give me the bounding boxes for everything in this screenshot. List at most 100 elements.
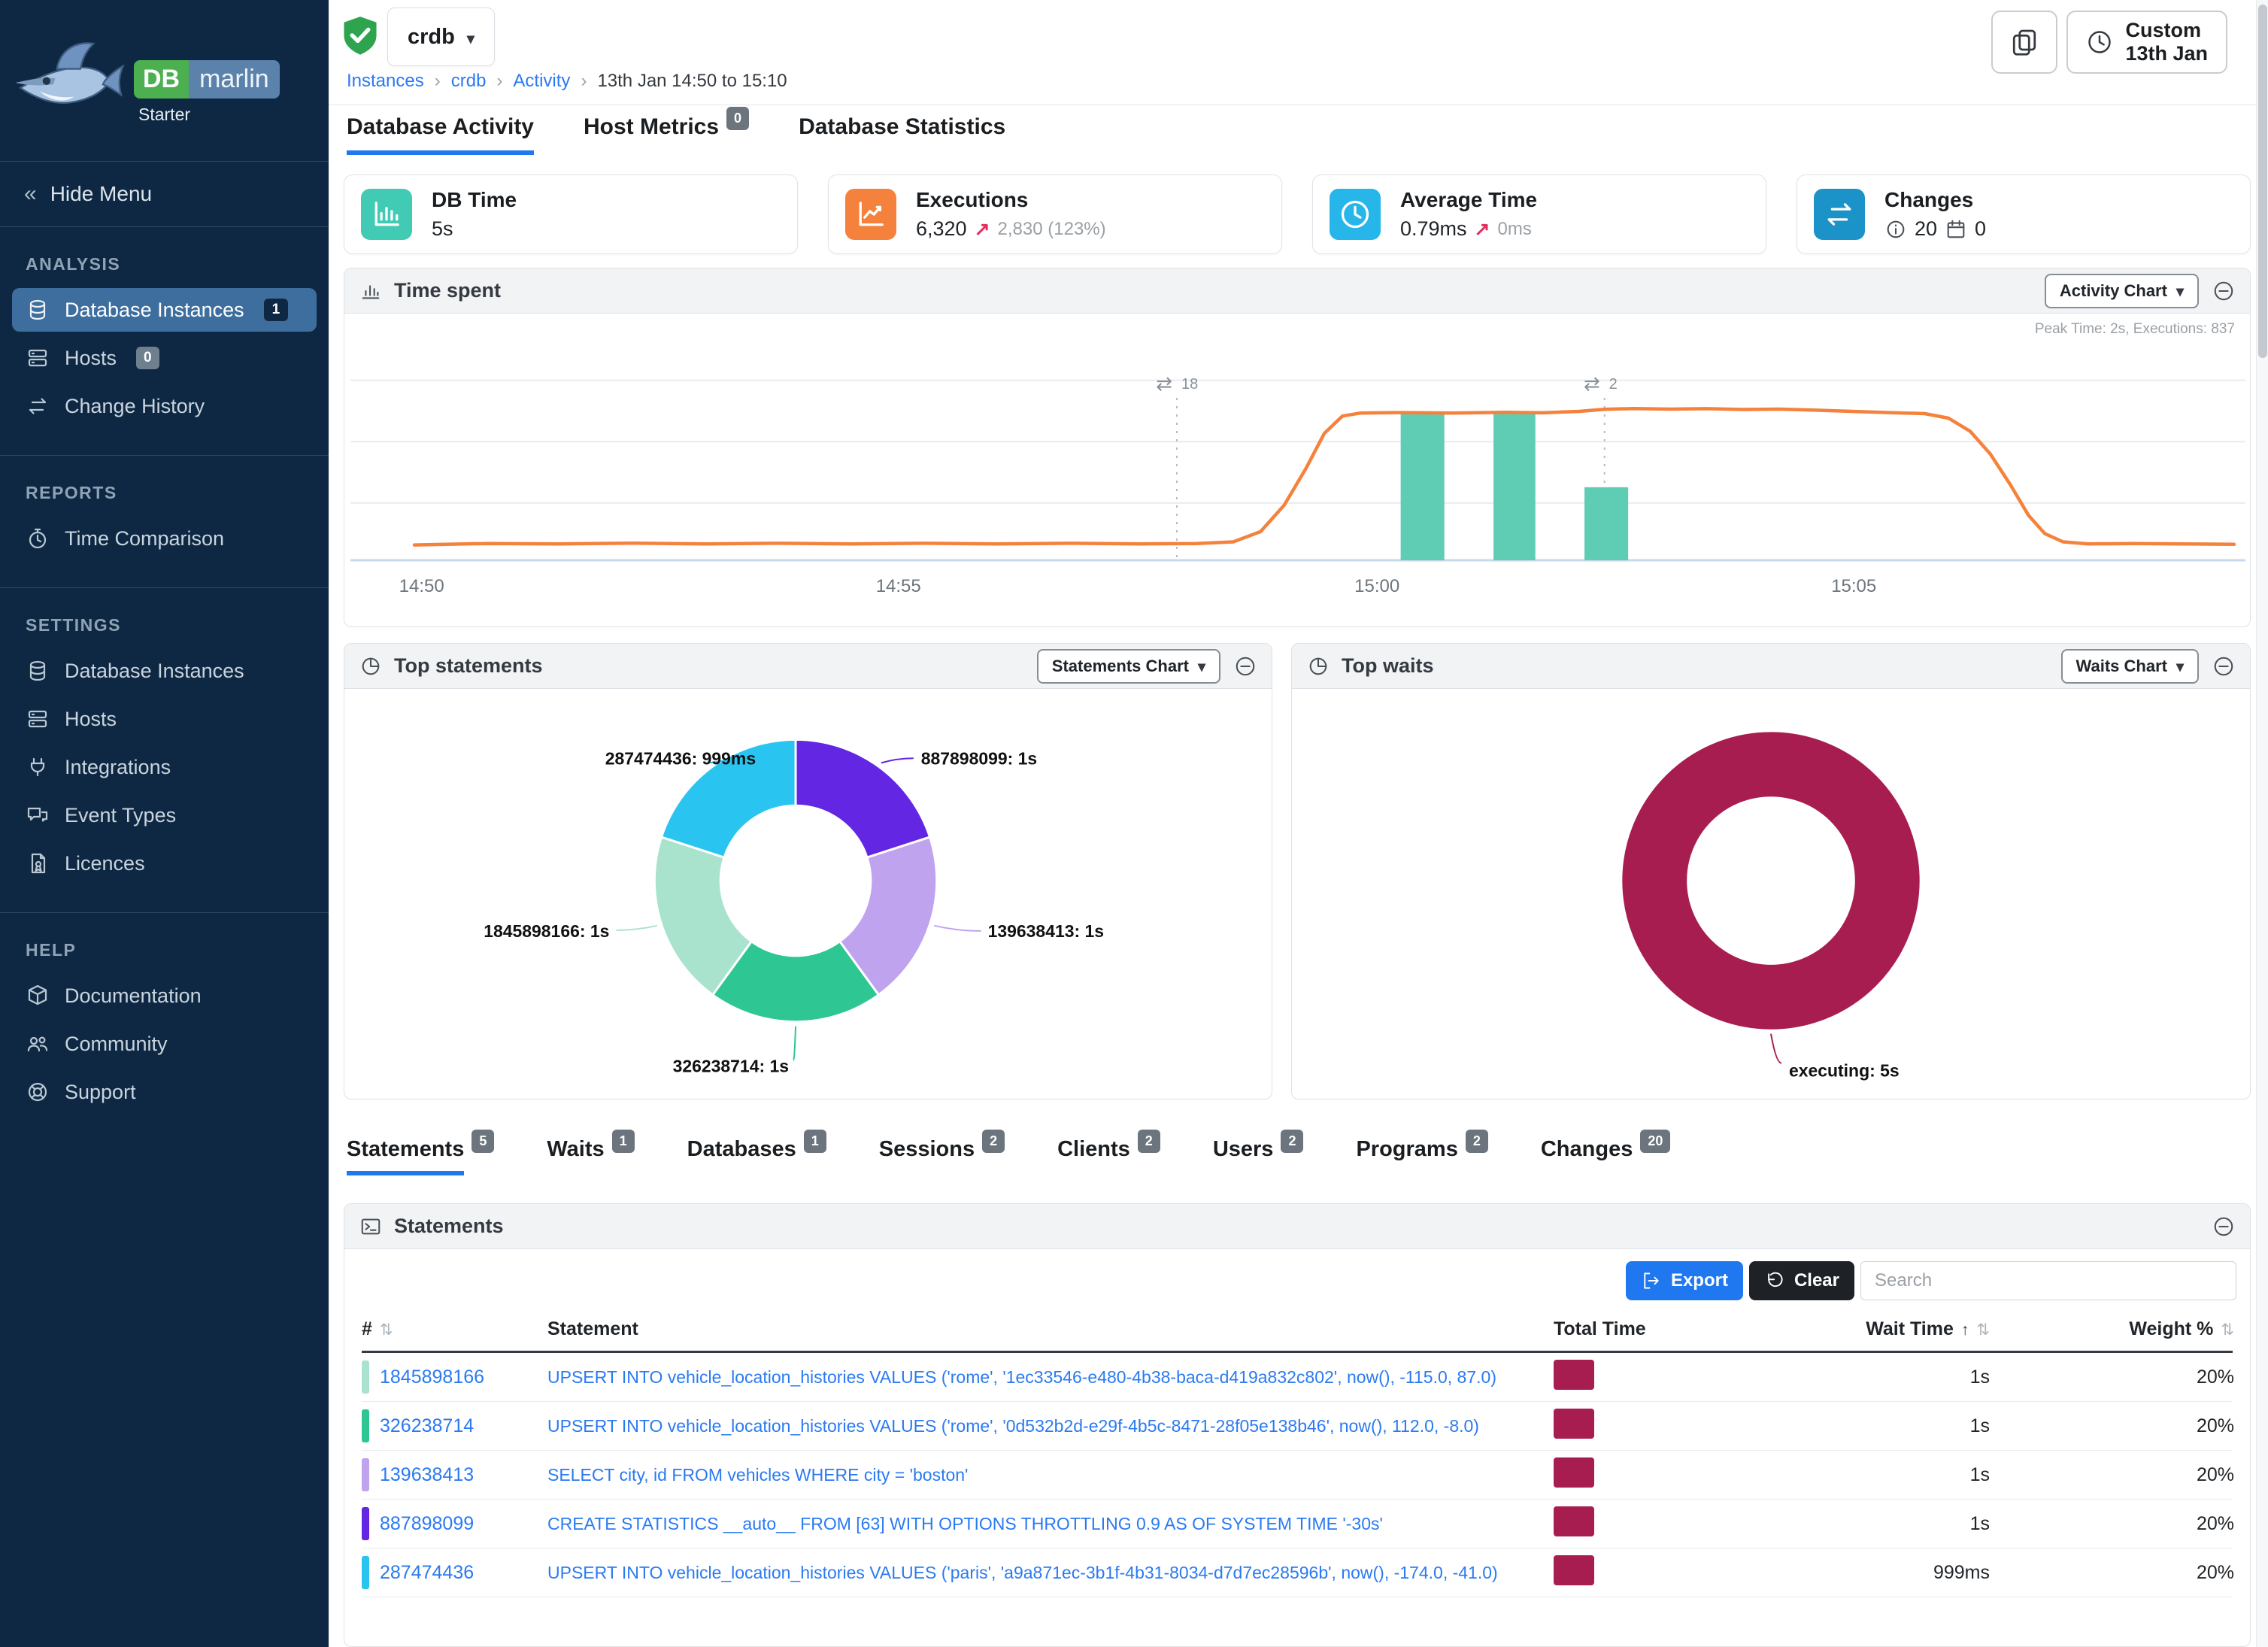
collapse-panel-icon[interactable]	[2212, 655, 2235, 678]
tab-count-badge: 2	[1465, 1130, 1488, 1153]
logo-db-badge: DB	[134, 60, 190, 99]
detail-tab-users[interactable]: Users 2	[1213, 1130, 1304, 1175]
trend-up-icon: ↗	[974, 218, 990, 240]
collapse-panel-icon[interactable]	[2212, 280, 2235, 302]
statements-table-panel: Statements Export	[344, 1203, 2251, 1647]
line-chart-icon	[845, 189, 896, 240]
sidebar-item-database-instances[interactable]: Database Instances 1	[12, 288, 317, 332]
sidebar-item-event-types[interactable]: Event Types	[12, 793, 317, 837]
statement-link[interactable]: UPSERT INTO vehicle_location_histories V…	[547, 1366, 1496, 1387]
statement-id-link[interactable]: 887898099	[380, 1512, 475, 1534]
kpi-body: DB Time 5s	[432, 188, 517, 241]
kpi-value: 20 0	[1884, 217, 1986, 241]
statement-id-link[interactable]: 139638413	[380, 1463, 475, 1485]
detail-tab-databases[interactable]: Databases 1	[687, 1130, 826, 1175]
sidebar-item-change-history[interactable]: Change History	[12, 384, 317, 428]
kpi-value: 6,320 ↗ 2,830 (123%)	[916, 217, 1106, 241]
top-waits-title: Top waits	[1342, 654, 1434, 677]
executions-bar[interactable]	[1493, 411, 1536, 560]
total-time-cell	[1554, 1554, 1839, 1591]
column-header-wait-time[interactable]: Wait Time ↑ ⇅	[1839, 1318, 1990, 1340]
collapse-panel-icon[interactable]	[2212, 1215, 2235, 1238]
donut-segment[interactable]	[794, 738, 932, 860]
instance-selector[interactable]: crdb	[387, 8, 495, 66]
donut-segment[interactable]	[653, 836, 753, 996]
copy-link-button[interactable]	[1991, 11, 2058, 74]
activity-chart-selector[interactable]: Activity Chart	[2044, 273, 2199, 308]
events-count: 0	[1975, 217, 1987, 240]
statement-id-link[interactable]: 287474436	[380, 1561, 475, 1583]
change-marker-count: 18	[1181, 376, 1198, 393]
total-time-bar	[1554, 1506, 1594, 1536]
statement-link[interactable]: CREATE STATISTICS __auto__ FROM [63] WIT…	[547, 1513, 1383, 1533]
licence-icon	[26, 851, 50, 875]
sidebar-item-database-instances[interactable]: Database Instances	[12, 649, 317, 693]
executions-bar[interactable]	[1400, 411, 1445, 560]
detail-tab-sessions[interactable]: Sessions 2	[879, 1130, 1005, 1175]
kpi-delta: 2,830 (123%)	[997, 218, 1106, 239]
donut-segment[interactable]	[1622, 732, 1920, 1030]
statement-link[interactable]: UPSERT INTO vehicle_location_histories V…	[547, 1415, 1479, 1436]
clear-button[interactable]: Clear	[1748, 1261, 1854, 1300]
executions-bar[interactable]	[1584, 487, 1629, 560]
column-header-weight-[interactable]: Weight % ⇅	[1990, 1318, 2234, 1340]
statement-id-link[interactable]: 1845898166	[380, 1366, 485, 1388]
export-button[interactable]: Export	[1625, 1261, 1743, 1300]
kpi-title: Average Time	[1400, 188, 1538, 211]
sidebar-section-label: REPORTS	[26, 483, 117, 502]
breadcrumb-link[interactable]: Activity	[513, 71, 571, 91]
donut-segment[interactable]	[711, 939, 881, 1024]
time-range-button[interactable]: Custom 13th Jan	[2066, 11, 2227, 74]
statement-id-cell: 287474436	[362, 1556, 547, 1589]
sidebar-item-hosts[interactable]: Hosts	[12, 697, 317, 741]
statement-link[interactable]: SELECT city, id FROM vehicles WHERE city…	[547, 1464, 969, 1485]
tab-host-metrics[interactable]: Host Metrics 0	[584, 107, 750, 155]
breadcrumb-link[interactable]: crdb	[450, 71, 487, 91]
bar-chart-icon	[359, 280, 382, 302]
kpi-title: DB Time	[432, 188, 517, 211]
statements-panel-title: Statements	[394, 1215, 504, 1237]
sidebar-item-time-comparison[interactable]: Time Comparison	[12, 517, 317, 560]
statement-color-bar	[362, 1507, 369, 1540]
section-divider	[0, 587, 329, 588]
weight-cell: 20%	[2196, 1512, 2234, 1534]
sidebar-item-support[interactable]: Support	[12, 1070, 317, 1114]
scrollbar-thumb[interactable]	[2258, 5, 2267, 358]
wait-time-cell: 1s	[1969, 1463, 1990, 1485]
sidebar-item-hosts[interactable]: Hosts 0	[12, 336, 317, 380]
detail-tab-waits[interactable]: Waits 1	[547, 1130, 635, 1175]
statements-chart-selector[interactable]: Statements Chart	[1036, 648, 1220, 684]
waits-chart-selector[interactable]: Waits Chart	[2060, 648, 2199, 684]
stopwatch-icon	[26, 526, 50, 551]
column-header--[interactable]: # ⇅	[362, 1318, 547, 1340]
column-label: #	[362, 1318, 372, 1339]
statement-id-link[interactable]: 326238714	[380, 1415, 475, 1436]
detail-tab-statements[interactable]: Statements 5	[347, 1130, 495, 1175]
detail-tab-changes[interactable]: Changes 20	[1540, 1130, 1671, 1175]
donut-label: 287474436: 999ms	[605, 748, 756, 768]
change-marker-icon[interactable]: ⇄	[1584, 373, 1600, 396]
search-input[interactable]	[1860, 1261, 2236, 1300]
tab-label: Changes	[1540, 1137, 1633, 1161]
tab-database-statistics[interactable]: Database Statistics	[799, 114, 1005, 155]
sidebar-item-community[interactable]: Community	[12, 1022, 317, 1066]
statement-link[interactable]: UPSERT INTO vehicle_location_histories V…	[547, 1562, 1498, 1582]
sidebar-item-integrations[interactable]: Integrations	[12, 745, 317, 789]
sidebar-section-help: HELP Documentation Community Support	[0, 913, 329, 1126]
detail-tab-clients[interactable]: Clients 2	[1057, 1130, 1160, 1175]
detail-tab-programs[interactable]: Programs 2	[1356, 1130, 1488, 1175]
sidebar-item-licences[interactable]: Licences	[12, 842, 317, 885]
donut-segment[interactable]	[659, 738, 797, 860]
event-icon	[26, 803, 50, 827]
scrollbar[interactable]	[2256, 0, 2268, 1647]
wait-time-cell: 999ms	[1933, 1561, 1990, 1583]
table-row: 139638413 SELECT city, id FROM vehicles W…	[362, 1451, 2234, 1500]
hide-menu-button[interactable]: « Hide Menu	[0, 162, 329, 227]
tab-database-activity[interactable]: Database Activity	[347, 114, 534, 155]
change-marker-icon[interactable]: ⇄	[1156, 373, 1172, 396]
donut-segment[interactable]	[838, 836, 938, 996]
sidebar-item-documentation[interactable]: Documentation	[12, 974, 317, 1018]
undo-icon	[1764, 1270, 1785, 1291]
collapse-panel-icon[interactable]	[1234, 655, 1257, 678]
breadcrumb-link[interactable]: Instances	[347, 71, 424, 91]
